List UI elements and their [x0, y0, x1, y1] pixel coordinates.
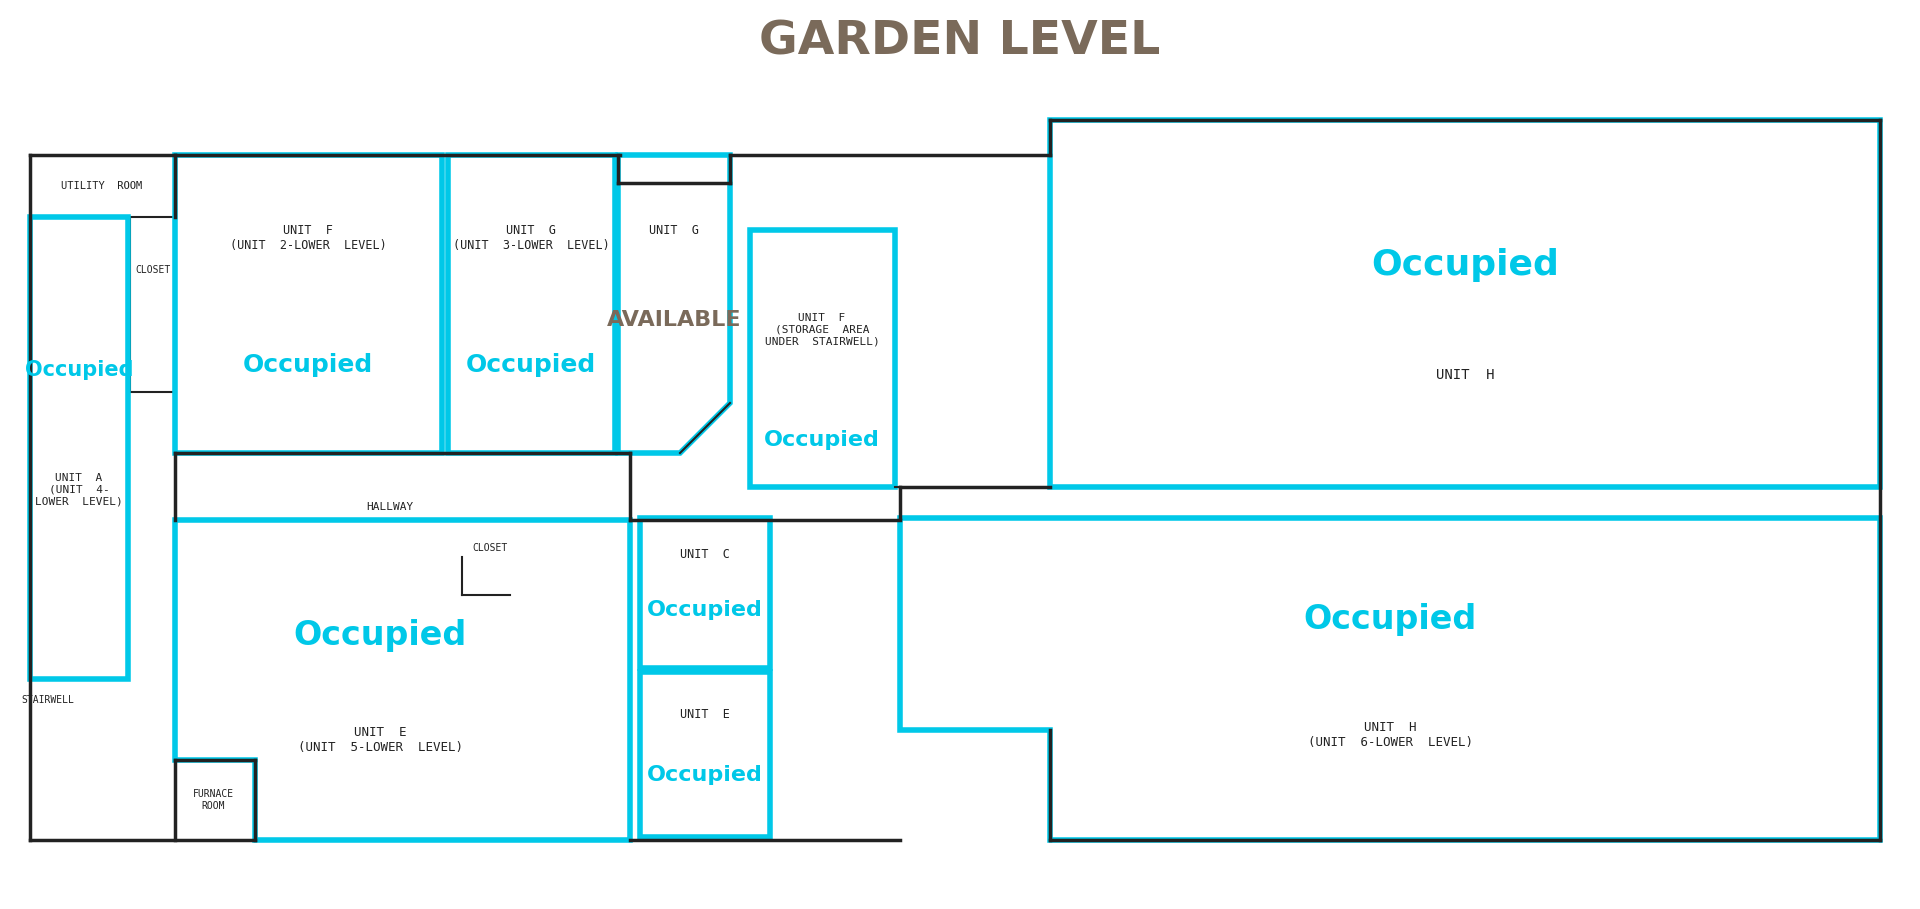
- Text: Occupied: Occupied: [25, 360, 132, 380]
- Bar: [175, 155, 442, 453]
- Text: Occupied: Occupied: [242, 353, 372, 377]
- Polygon shape: [175, 520, 630, 840]
- Text: FURNACE
ROOM: FURNACE ROOM: [192, 789, 234, 811]
- Polygon shape: [900, 518, 1880, 840]
- Text: Occupied: Occupied: [294, 618, 467, 652]
- Bar: [639, 672, 770, 837]
- Text: CLOSET: CLOSET: [136, 265, 171, 275]
- Text: UNIT  C: UNIT C: [680, 548, 730, 562]
- Text: Occupied: Occupied: [647, 600, 762, 620]
- Text: UNIT  F
(STORAGE  AREA
UNDER  STAIRWELL): UNIT F (STORAGE AREA UNDER STAIRWELL): [764, 314, 879, 346]
- Text: HALLWAY: HALLWAY: [367, 502, 413, 512]
- Text: Occupied: Occupied: [764, 430, 879, 450]
- Text: Occupied: Occupied: [647, 765, 762, 785]
- Bar: [1050, 120, 1880, 487]
- Bar: [639, 518, 770, 668]
- Text: CLOSET: CLOSET: [472, 543, 507, 553]
- Text: Occupied: Occupied: [1304, 604, 1476, 636]
- Text: UNIT  G
(UNIT  3-LOWER  LEVEL): UNIT G (UNIT 3-LOWER LEVEL): [453, 224, 609, 252]
- Text: Occupied: Occupied: [1371, 248, 1559, 282]
- Bar: [751, 230, 895, 487]
- Text: AVAILABLE: AVAILABLE: [607, 310, 741, 330]
- Bar: [131, 217, 177, 392]
- Bar: [447, 155, 614, 453]
- Text: UNIT  H: UNIT H: [1436, 368, 1494, 382]
- Text: UNIT  A
(UNIT  4-
LOWER  LEVEL): UNIT A (UNIT 4- LOWER LEVEL): [35, 474, 123, 506]
- Text: STAIRWELL: STAIRWELL: [21, 695, 75, 705]
- Text: UNIT  E
(UNIT  5-LOWER  LEVEL): UNIT E (UNIT 5-LOWER LEVEL): [298, 726, 463, 754]
- Text: UNIT  H
(UNIT  6-LOWER  LEVEL): UNIT H (UNIT 6-LOWER LEVEL): [1308, 721, 1473, 749]
- Text: GARDEN LEVEL: GARDEN LEVEL: [760, 19, 1160, 65]
- Bar: [31, 155, 175, 217]
- Text: UNIT  F
(UNIT  2-LOWER  LEVEL): UNIT F (UNIT 2-LOWER LEVEL): [230, 224, 386, 252]
- Text: UNIT  E: UNIT E: [680, 708, 730, 722]
- Text: Occupied: Occupied: [467, 353, 595, 377]
- Bar: [31, 217, 129, 679]
- Text: UNIT  G: UNIT G: [649, 224, 699, 236]
- Text: UTILITY  ROOM: UTILITY ROOM: [61, 181, 142, 191]
- Polygon shape: [618, 155, 730, 453]
